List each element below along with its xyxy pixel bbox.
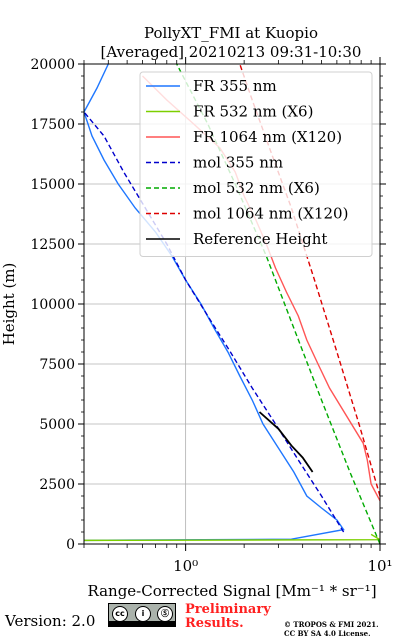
legend-label: FR 1064 nm (X120)	[193, 128, 342, 146]
legend-box	[139, 71, 373, 257]
y-tick-label: 2500	[39, 477, 75, 493]
legend-label: FR 532 nm (X6)	[193, 103, 313, 121]
legend: FR 355 nm FR 532 nm (X6) FR 1064 nm (X120)…	[139, 71, 373, 257]
y-tick-label: 17500	[30, 117, 75, 133]
y-tick-label: 0	[66, 537, 75, 553]
copyright-notice: © TROPOS & FMI 2021. CC BY SA 4.0 Licens…	[284, 620, 379, 638]
y-tick-label: 20000	[30, 57, 75, 73]
y-tick-label: 12500	[30, 237, 75, 253]
x-axis: 10⁰ 10¹	[83, 57, 393, 575]
y-tick-label: 10000	[30, 297, 75, 313]
chart-title: PollyXT_FMI at Kuopio	[144, 24, 318, 42]
chart-subtitle: [Averaged] 20210213 09:31-10:30	[101, 43, 362, 61]
series-fr-355-nm	[84, 64, 345, 542]
y-tick-label: 7500	[39, 357, 75, 373]
x-axis-label: Range-Corrected Signal [Mm⁻¹ * sr⁻¹]	[87, 582, 376, 600]
legend-label: mol 532 nm (X6)	[193, 179, 320, 197]
cc-license-badge: cc i Ⓢ	[108, 603, 176, 627]
preliminary-line2: Results.	[185, 616, 244, 631]
preliminary-notice: Preliminary Results.	[185, 603, 271, 631]
legend-label: FR 355 nm	[193, 77, 277, 95]
y-axis-label: Height (m)	[0, 263, 18, 346]
x-tick-label: 10⁰	[173, 557, 198, 575]
series-reference-height	[258, 411, 314, 473]
y-axis: 0 2500 5000 7500 10000 12500 15000 17500 20000	[30, 57, 386, 553]
copyright-line1: © TROPOS & FMI 2021.	[284, 620, 379, 629]
legend-label: Reference Height	[193, 230, 327, 248]
y-tick-label: 5000	[39, 417, 75, 433]
version-label: Version: 2.0	[5, 612, 96, 630]
preliminary-line1: Preliminary	[185, 602, 271, 617]
y-tick-label: 15000	[30, 177, 75, 193]
x-tick-label: 10¹	[367, 557, 392, 575]
copyright-line2: CC BY SA 4.0 License.	[284, 629, 371, 638]
legend-label: mol 1064 nm (X120)	[193, 205, 348, 223]
legend-label: mol 355 nm	[193, 154, 283, 172]
cc-icon: cc	[112, 606, 128, 622]
by-attribution-icon: i	[135, 606, 151, 622]
footer: Version: 2.0 cc i Ⓢ Preliminary Results.…	[0, 598, 400, 640]
sa-share-alike-icon: Ⓢ	[157, 606, 173, 622]
cc-strip	[109, 621, 175, 626]
series-fr-532-nm-x6	[84, 533, 380, 542]
